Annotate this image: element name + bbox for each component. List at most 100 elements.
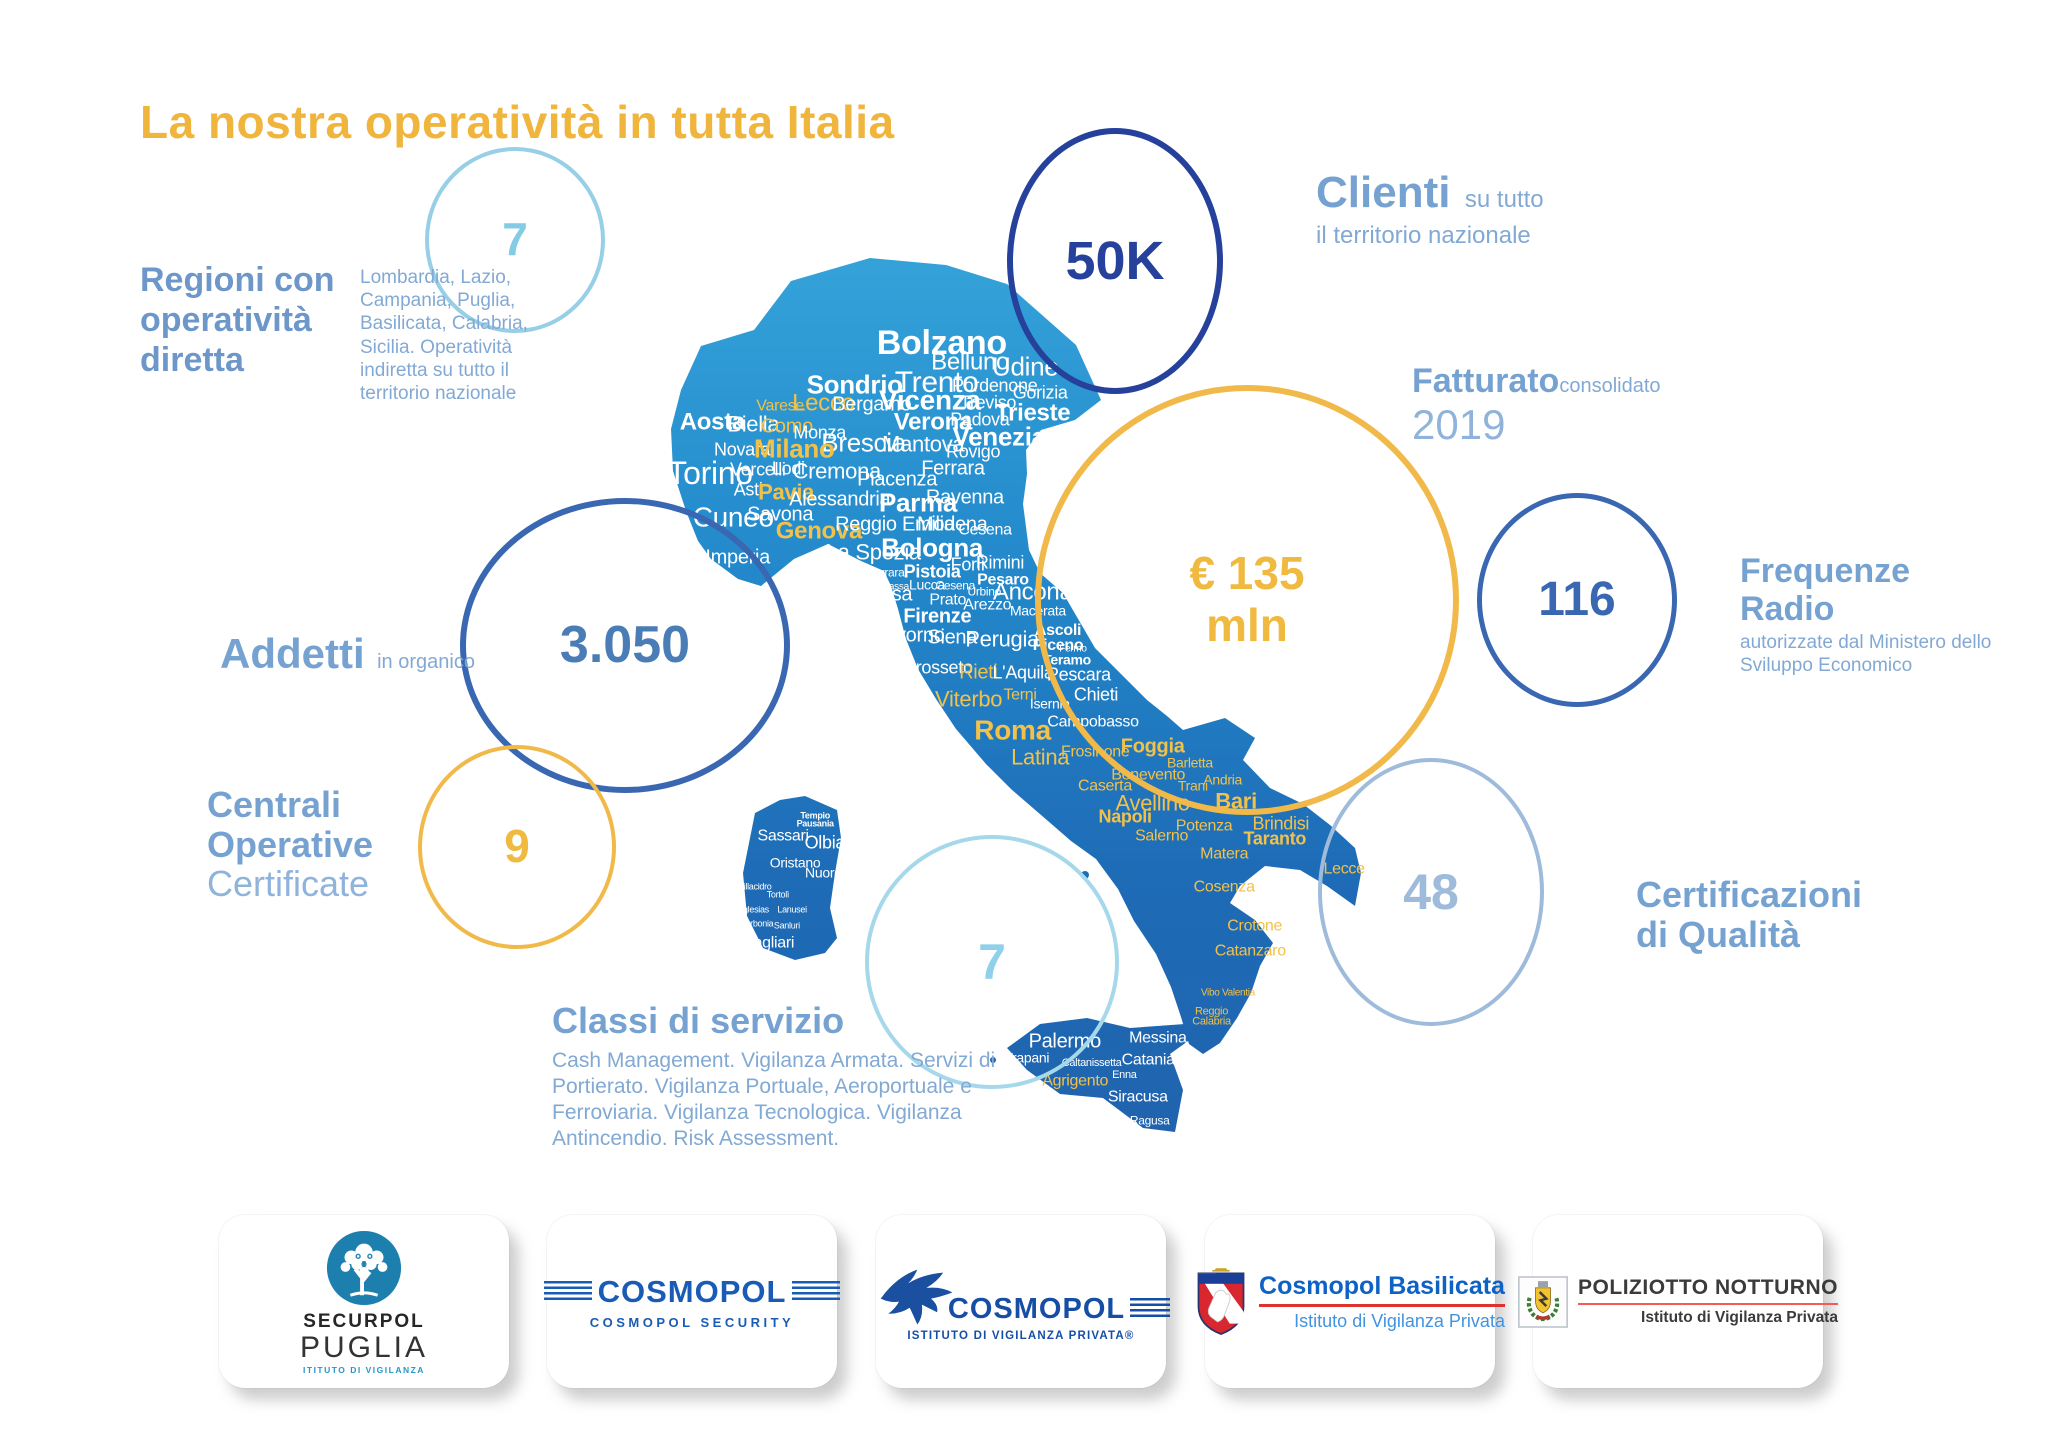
cosmopol-security-subtitle: COSMOPOL SECURITY: [589, 1314, 795, 1330]
map-city-label: Latina: [1011, 744, 1070, 770]
map-city-label: Sondrio: [806, 369, 903, 400]
red-rule: [1259, 1303, 1505, 1307]
map-city-label: Oristano: [769, 854, 821, 871]
map-city-label: Varese: [756, 397, 805, 415]
regioni-title-line2: operatività: [140, 301, 312, 340]
map-city-label: Siena: [927, 626, 978, 649]
map-city-label: Asti: [733, 479, 763, 500]
map-city-label: Enna: [1112, 1068, 1137, 1081]
frequenze-title-line2: Radio: [1740, 590, 1835, 629]
classi-value: 7: [978, 934, 1006, 990]
addetti-title: Addetti: [220, 630, 365, 677]
map-city-label: Treviso: [959, 392, 1017, 413]
map-city-label: Agrigento: [1042, 1071, 1109, 1089]
map-city-label: Aosta: [679, 408, 745, 436]
centrali-title-line2: Operative: [207, 823, 374, 865]
stat-circle-frequenze: 116: [1477, 493, 1677, 707]
red-rule: [1578, 1303, 1838, 1305]
map-city-label: Bolzano: [876, 324, 1007, 363]
map-city-label: Pisa: [874, 583, 913, 606]
map-city-label: Savona: [747, 503, 814, 526]
map-city-label: Biella: [727, 411, 780, 437]
logo-card-cosmopol-security: COSMOPOL COSMOPOL SECURITY: [543, 1215, 841, 1388]
stat-circle-certificazioni: 48: [1318, 758, 1544, 1026]
clienti-suffix: su tutto: [1464, 186, 1544, 213]
cosmopol-subtitle: ISTITUTO DI VIGILANZA PRIVATA®: [907, 1329, 1135, 1342]
map-city-label: Lecco: [792, 389, 855, 417]
fatturato-year: 2019: [1412, 401, 1506, 448]
map-city-label: Tempio Pausania: [796, 809, 834, 829]
map-city-label: Carrara: [865, 565, 905, 580]
fatturato-label: Fatturatoconsolidato 2019: [1412, 362, 1661, 449]
map-city-label: Padova: [950, 409, 1010, 430]
map-city-label: Piacenza: [857, 468, 938, 491]
map-city-label: Como: [760, 415, 813, 438]
map-city-label: Forlì: [950, 554, 986, 575]
map-city-label: Catanzaro: [1214, 942, 1286, 960]
classi-label: Classi di servizio Cash Management. Vigi…: [552, 1000, 1038, 1152]
map-city-label: Urbino: [967, 584, 1002, 599]
fatturato-suffix: consolidato: [1559, 375, 1661, 397]
securpol-region: PUGLIA: [299, 1330, 429, 1364]
classi-title: Classi di servizio: [552, 1000, 845, 1041]
map-city-label: Reggio Emilia: [835, 513, 955, 536]
map-city-label: Parma: [878, 487, 957, 518]
map-city-label: Siracusa: [1107, 1088, 1168, 1106]
regioni-title-line3: diretta: [140, 341, 244, 380]
basilicata-shield-icon: [1197, 1267, 1245, 1335]
map-city-label: Reggio Calabria: [1192, 1005, 1231, 1028]
map-city-label: Cesena: [935, 578, 976, 593]
map-city-label: Messina: [1129, 1029, 1187, 1047]
map-city-label: Olbia: [804, 832, 846, 853]
map-city-label: Cosenza: [1193, 878, 1255, 896]
cosmopol-basilicata-subtitle: Istituto di Vigilanza Privata: [1294, 1310, 1505, 1331]
clienti-title: Clienti: [1316, 168, 1451, 217]
fatturato-title: Fatturato: [1412, 362, 1560, 400]
italy-map-shape: [671, 258, 1361, 1132]
map-city-label: Matera: [1200, 845, 1249, 863]
italy-mainland-shape: [671, 258, 1361, 1054]
fatturato-value: € 135 mln: [1189, 547, 1305, 651]
eagle-icon: [880, 1269, 953, 1324]
centrali-title-light: Certificate: [207, 863, 370, 905]
map-city-label: Ferrara: [921, 457, 985, 480]
map-city-label: Lucca: [908, 575, 945, 592]
clienti-label: Clienti su tutto il territorio nazionale: [1316, 168, 1544, 250]
map-city-label: Villacidro: [738, 881, 772, 892]
stat-circle-addetti: 3.050: [460, 498, 790, 793]
map-city-label: Viterbo: [935, 686, 1003, 712]
map-city-label: Caltanissetta: [1061, 1056, 1122, 1069]
map-city-label: Cremona: [792, 458, 882, 484]
certificazioni-value: 48: [1403, 864, 1459, 920]
map-city-label: Pistoia: [903, 561, 961, 582]
map-city-label: Crotone: [1227, 917, 1283, 935]
frequenze-desc: autorizzate dal Ministero dello Sviluppo…: [1740, 632, 1992, 676]
map-city-label: Milano: [754, 433, 835, 464]
map-city-label: Cagliari: [742, 934, 795, 952]
map-city-label: Sanluri: [773, 920, 800, 931]
map-city-label: Sassari: [757, 827, 809, 845]
map-city-label: Prato: [929, 591, 967, 609]
map-city-label: Carbonia: [739, 918, 774, 929]
securpol-tree-icon: [326, 1230, 402, 1305]
cosmopol-speedlines-icon: [543, 1280, 592, 1303]
map-city-label: Grosseto: [902, 657, 973, 678]
cosmopol-speedlines-icon: [792, 1280, 841, 1303]
cosmopol-speedlines-icon: [1130, 1298, 1171, 1320]
map-city-label: Vercelli: [729, 459, 786, 480]
classi-desc: Cash Management. Vigilanza Armata. Servi…: [552, 1049, 996, 1151]
addetti-value: 3.050: [559, 616, 691, 675]
map-city-label: Novara: [714, 439, 771, 460]
map-city-label: Ragusa: [1129, 1113, 1170, 1128]
logo-card-cosmopol: COSMOPOL ISTITUTO DI VIGILANZA PRIVATA®: [876, 1215, 1171, 1388]
map-city-label: Napoli: [1098, 806, 1152, 827]
map-city-label: Ravenna: [925, 486, 1004, 509]
map-city-label: Vibo Valentia: [1200, 987, 1255, 999]
map-city-label: Firenze: [903, 605, 972, 628]
certificazioni-title-line1: Certificazioni: [1636, 874, 1863, 915]
stat-circle-regioni: 7: [425, 147, 605, 333]
cosmopol-basilicata-title: Cosmopol Basilicata: [1259, 1271, 1505, 1300]
map-city-label: Vicenza: [879, 384, 981, 416]
cosmopol-security-word: COSMOPOL: [597, 1273, 787, 1309]
securpol-name: SECURPOL: [303, 1310, 425, 1332]
